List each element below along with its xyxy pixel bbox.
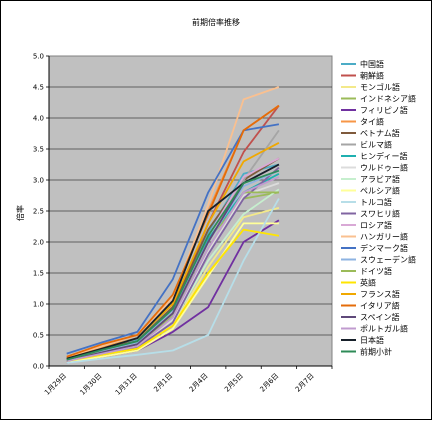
legend-entry: スペイン語 [360, 312, 399, 322]
legend-entry: ベトナム語 [360, 128, 400, 138]
legend-entry: モンゴル語 [360, 82, 400, 92]
legend-entry: 英語 [360, 278, 376, 288]
legend-entry: ペルシア語 [360, 186, 400, 196]
legend-entry: 中国語 [360, 59, 384, 69]
legend-entry: ポルトガル語 [360, 324, 408, 334]
legend: 中国語朝鮮語モンゴル語インドネシア語フィリピノ語タイ語ベトナム語ビルマ語ヒンディ… [341, 59, 416, 357]
legend-entry: 朝鮮語 [360, 71, 384, 81]
legend-entry: フランス語 [360, 289, 400, 299]
y-tick-label: 1.0 [33, 301, 44, 309]
series-line [66, 169, 280, 361]
x-tick-label: 1月30日 [78, 372, 103, 397]
series-line [66, 228, 280, 362]
y-tick-label: 5.0 [33, 53, 44, 61]
legend-entry: ウルドゥー語 [360, 163, 408, 173]
legend-entry: タイ語 [360, 117, 384, 127]
series-line [66, 104, 280, 358]
legend-entry: スウェーデン語 [360, 255, 416, 265]
x-tick-label: 2月1日 [152, 372, 174, 394]
legend-entry: ハンガリー語 [360, 232, 408, 242]
x-tick-label: 1月31日 [114, 372, 139, 397]
legend-entry: ロシア語 [360, 220, 392, 230]
x-tick-label: 2月7日 [294, 372, 316, 394]
x-tick-label: 1月29日 [43, 372, 68, 397]
legend-entry: 日本語 [360, 335, 384, 345]
legend-entry: ヒンディー語 [360, 151, 407, 161]
y-axis-label: 倍率 [15, 205, 25, 221]
legend-entry: イタリア語 [360, 301, 400, 311]
legend-entry: デンマーク語 [360, 243, 408, 253]
y-tick-label: 2.5 [33, 208, 44, 216]
y-tick-label: 0.5 [33, 332, 44, 340]
legend-entry: インドネシア語 [360, 94, 416, 104]
y-tick-label: 4.5 [33, 84, 44, 92]
y-tick-label: 0.0 [33, 363, 44, 371]
series-line [66, 176, 280, 362]
legend-entry: アラビア語 [360, 174, 400, 184]
legend-entry: トルコ語 [360, 197, 392, 207]
legend-entry: ビルマ語 [360, 140, 392, 150]
legend-entry: ドイツ語 [360, 266, 392, 276]
x-tick-label: 2月6日 [258, 372, 280, 394]
chart-title: 前期倍率推移 [192, 17, 240, 27]
y-tick-label: 1.5 [33, 270, 44, 278]
legend-entry: フィリピノ語 [360, 105, 408, 115]
series-line [66, 86, 280, 358]
y-tick-label: 4.0 [33, 115, 44, 123]
plot-area: 0.0 0.5 1.0 1.5 2.0 2.5 3.0 3.5 4.0 4.5 5.0 1月29日 1月… [33, 53, 333, 397]
legend-entry: 前期小計 [360, 347, 392, 357]
series-line [66, 198, 280, 364]
y-tick-label: 2.0 [33, 239, 44, 247]
x-tick-label: 2月4日 [188, 372, 210, 394]
y-tick-label: 3.0 [33, 177, 44, 185]
x-tick-label: 2月5日 [223, 372, 245, 394]
legend-entry: スワヒリ語 [360, 209, 400, 219]
series-line [66, 222, 279, 364]
y-tick-label: 3.5 [33, 146, 44, 154]
